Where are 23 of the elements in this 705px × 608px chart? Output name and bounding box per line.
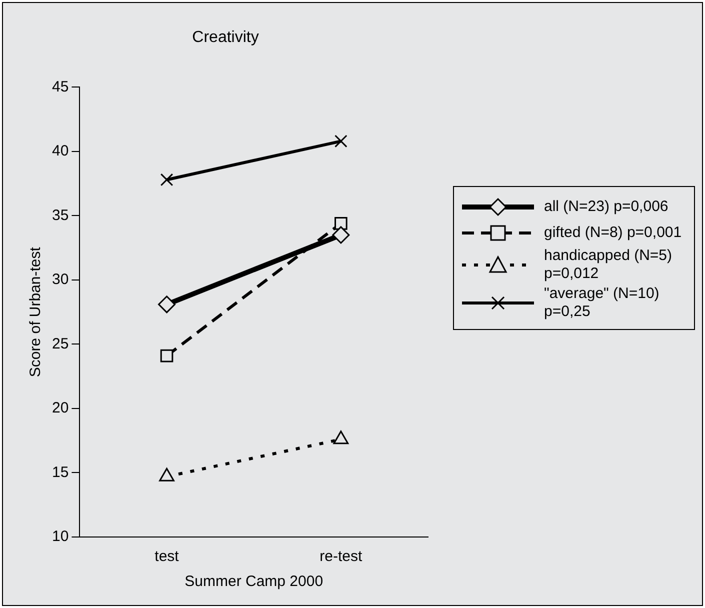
point — [334, 217, 348, 230]
legend-label: gifted (N=8) p=0,001 — [544, 224, 682, 242]
y-tick-label: 45 — [52, 78, 69, 96]
point — [158, 296, 176, 314]
point — [160, 349, 174, 362]
y-tick-label: 30 — [52, 271, 69, 288]
point — [160, 173, 174, 186]
y-tick-label: 15 — [52, 464, 69, 481]
legend-label: all (N=23) p=0,006 — [544, 198, 668, 216]
point — [334, 134, 348, 148]
x-axis-title: Summer Camp 2000 — [184, 573, 324, 590]
x-tick-label: test — [154, 548, 180, 566]
y-axis-title: Score of Urban-test — [27, 246, 44, 378]
y-tick-label: 40 — [52, 142, 69, 160]
chart-title: Creativity — [192, 29, 259, 46]
legend-label: handicapped (N=5) p=0,012 — [544, 247, 674, 283]
y-tick-label: 25 — [52, 335, 69, 352]
y-tick-label: 10 — [52, 528, 69, 546]
legend-label: "average" (N=10) p=0,25 — [544, 285, 660, 321]
y-tick-label: 20 — [52, 400, 69, 417]
x-tick-label: re-test — [320, 548, 364, 566]
point — [332, 226, 350, 244]
y-tick-label: 35 — [52, 206, 69, 224]
